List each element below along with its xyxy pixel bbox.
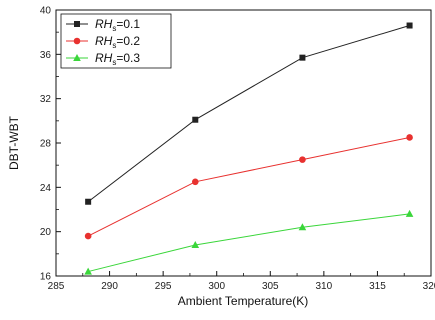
legend-marker [74,21,80,27]
legend-marker [73,37,81,45]
series-line [87,25,410,203]
y-tick-label: 24 [40,183,52,194]
legend-entry: RHs=0.2 [66,34,140,50]
y-tick-label: 40 [40,6,52,17]
y-axis-ticks: 16 20 24 28 32 36 40 [40,6,61,283]
legend-entry: RHs=0.1 [66,17,140,33]
legend-entry: RHs=0.3 [66,51,140,67]
legend-label: RHs=0.3 [95,51,140,67]
y-tick-label: 28 [40,139,52,150]
x-tick-label: 290 [101,281,118,292]
series-layer [84,22,414,275]
data-point [84,232,92,240]
y-tick-label: 16 [40,272,52,283]
series-2 [84,134,413,240]
data-point [298,223,307,231]
x-tick-label: 320 [423,281,435,292]
x-axis-title: Ambient Temperature(K) [178,294,309,308]
data-point [299,156,306,163]
data-point [406,134,413,141]
y-axis-title: DBT-WBT [7,115,21,170]
y-tick-label: 32 [40,94,52,105]
data-point [299,54,306,61]
legend-label: RHs=0.1 [95,17,140,33]
series-line [87,136,410,237]
series-1 [85,22,413,205]
data-point [405,209,414,217]
data-point [191,240,200,248]
data-point [192,116,199,123]
x-tick-label: 295 [155,281,172,292]
legend-marker [73,54,81,61]
x-axis-ticks: 285 290 295 300 305 310 315 320 [48,271,435,292]
data-point [406,22,413,29]
data-point [191,178,199,186]
x-tick-label: 305 [262,281,279,292]
y-tick-label: 36 [40,50,52,61]
x-tick-label: 300 [208,281,225,292]
x-tick-label: 285 [48,281,65,292]
series-3 [84,209,414,275]
legend-label: RHs=0.2 [95,34,140,50]
x-tick-label: 310 [316,281,333,292]
series-line [88,213,410,273]
data-point [84,267,92,275]
data-point [85,198,92,205]
x-tick-label: 315 [369,281,386,292]
y-tick-label: 20 [40,227,52,238]
